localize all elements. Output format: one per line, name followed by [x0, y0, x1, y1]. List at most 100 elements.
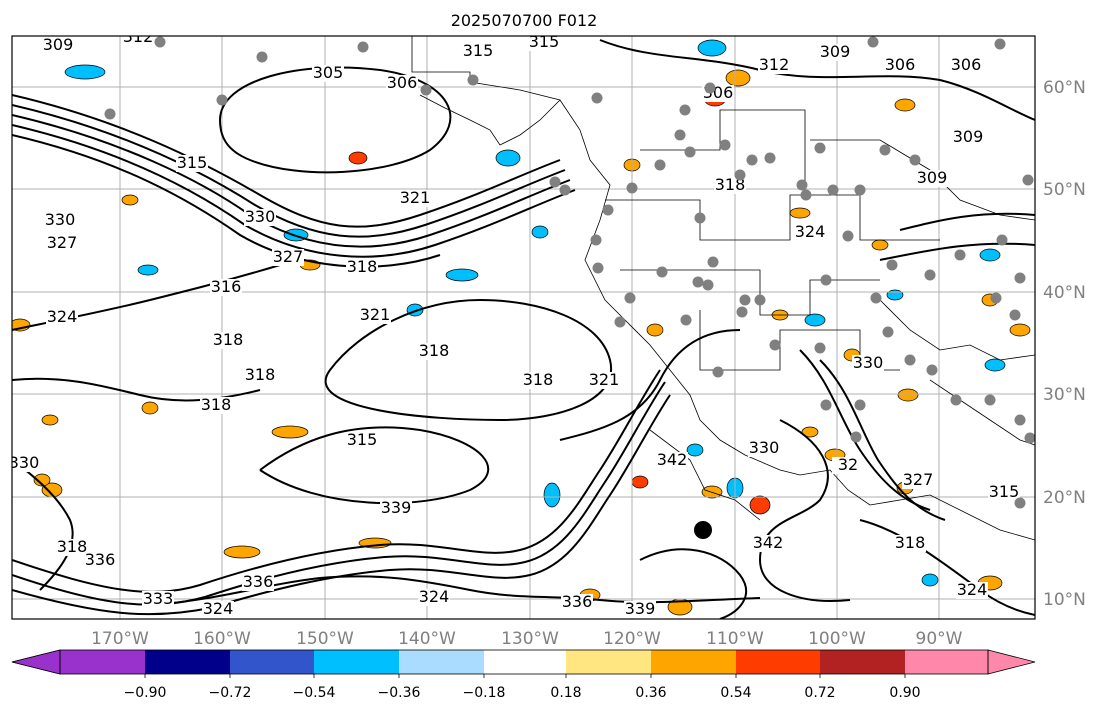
contour-label: 306 [951, 55, 982, 74]
longitude-label: 130°W [501, 629, 559, 649]
contour-label: 330 [749, 438, 780, 457]
station-dot [1009, 309, 1021, 321]
station-dot [886, 259, 898, 271]
map-frame [11, 35, 1036, 620]
colorbar-segment [230, 650, 314, 674]
contour-label: 336 [243, 572, 274, 591]
station-dot [549, 176, 561, 188]
colorbar [11, 649, 1036, 675]
contour-label: 327 [273, 247, 304, 266]
latitude-label: 60°N [1043, 78, 1086, 98]
latitude-labels: 60°N 50°N 40°N 30°N 20°N 10°N [1043, 78, 1086, 610]
station-dot [684, 146, 696, 158]
colorbar-tick-label: 0.54 [720, 685, 751, 701]
station-dot [854, 184, 866, 196]
station-dot [712, 366, 724, 378]
colorbar-tick-label: 0.36 [635, 685, 666, 701]
colorbar-segment [314, 650, 399, 674]
station-dot [679, 104, 691, 116]
station-dot [820, 399, 832, 411]
station-dot [882, 326, 894, 338]
latitude-label: 10°N [1043, 590, 1086, 610]
station-dot [216, 94, 228, 106]
contour-label: 321 [360, 305, 391, 324]
station-dot [746, 154, 758, 166]
latitude-label: 20°N [1043, 488, 1086, 508]
colorbar-segment [60, 650, 145, 674]
contour-label: 324 [419, 587, 450, 606]
colorbar-tick-label: 0.72 [804, 685, 835, 701]
station-dot [559, 184, 571, 196]
contour-label: 324 [795, 222, 826, 241]
latitude-label: 50°N [1043, 180, 1086, 200]
contour-label: 327 [903, 470, 934, 489]
colorbar-tick-label: −0.18 [463, 685, 506, 701]
station-dot [1014, 497, 1026, 509]
contour-label: 309 [820, 42, 851, 61]
colorbar-segment [736, 650, 820, 674]
colorbar-extend-low [11, 649, 61, 675]
station-dot [854, 399, 866, 411]
station-dot [626, 182, 638, 194]
latitude-label: 30°N [1043, 385, 1086, 405]
longitude-label: 100°W [808, 629, 866, 649]
station-dot [707, 256, 719, 268]
contour-label: 339 [381, 498, 412, 517]
contour-label: 309 [953, 127, 984, 146]
colorbar-segment [566, 650, 651, 674]
contour-label: 318 [347, 257, 378, 276]
contour-label: 318 [419, 341, 450, 360]
station-dot [814, 342, 826, 354]
station-dot [357, 41, 369, 53]
contour-label: 318 [523, 370, 554, 389]
station-dot [104, 108, 116, 120]
station-dot [984, 394, 996, 406]
contour-label: 330 [853, 353, 884, 372]
contour-label: 318 [245, 365, 276, 384]
colorbar-segment [820, 650, 905, 674]
station-dot [702, 279, 714, 291]
station-dot [704, 82, 716, 94]
longitude-label: 120°W [603, 629, 661, 649]
station-dot [674, 129, 686, 141]
longitude-label: 150°W [296, 629, 354, 649]
station-dot [154, 36, 166, 48]
station-dot [1014, 272, 1026, 284]
colorbar-segment [651, 650, 736, 674]
station-dot [656, 266, 668, 278]
station-dot [827, 184, 839, 196]
station-dot [800, 189, 812, 201]
colorbar-tick-label: −0.36 [378, 685, 421, 701]
station-dot [1014, 414, 1026, 426]
longitude-labels: 170°W 160°W 150°W 140°W 130°W 120°W 110°W 100°W… [91, 629, 963, 649]
colorbar-segment [484, 650, 566, 674]
contour-label: 315 [529, 32, 560, 51]
station-dot [614, 316, 626, 328]
station-dot [654, 159, 666, 171]
contour-label: 330 [9, 453, 40, 472]
contour-label: 32 [838, 455, 858, 474]
station-dot [950, 394, 962, 406]
colorbar-segment [399, 650, 484, 674]
station-dot [814, 142, 826, 154]
colorbar-tick-label: 0.90 [889, 685, 920, 701]
station-dot [879, 144, 891, 156]
station-dot [924, 269, 936, 281]
station-dot [994, 38, 1006, 50]
contour-label: 318 [213, 330, 244, 349]
colorbar-tick-labels: −0.90 −0.72 −0.54 −0.36 −0.18 0.18 0.36 0.54 0.7… [124, 674, 921, 701]
contour-label: 324 [47, 307, 78, 326]
station-dot [467, 74, 479, 86]
station-dot [736, 306, 748, 318]
contour-label: 315 [177, 153, 208, 172]
station-dot [990, 292, 1002, 304]
station-dot [867, 36, 879, 48]
station-dot [420, 84, 432, 96]
station-dot [764, 152, 776, 164]
contour-label: 327 [47, 233, 78, 252]
contour-label: 309 [43, 35, 74, 54]
colorbar-tick-label: −0.90 [124, 685, 167, 701]
contour-label: 318 [895, 533, 926, 552]
longitude-label: 110°W [706, 629, 764, 649]
contour-label: 315 [347, 430, 378, 449]
